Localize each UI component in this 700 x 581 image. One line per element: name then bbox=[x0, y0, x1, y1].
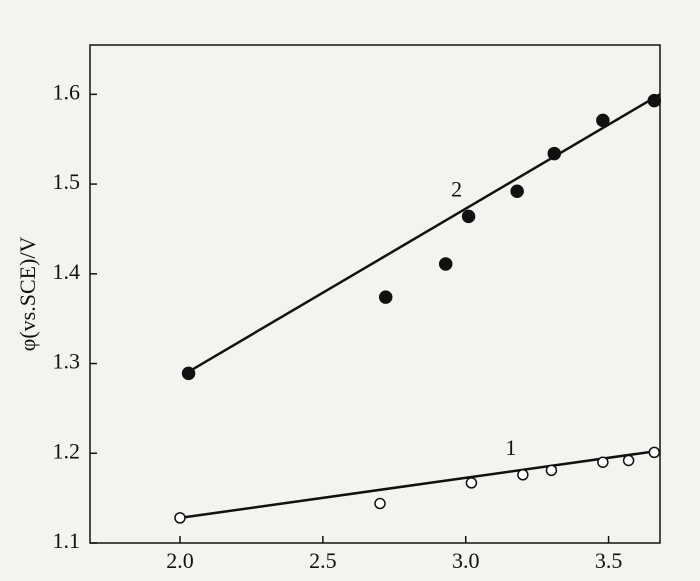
data-point bbox=[374, 497, 386, 510]
data-point bbox=[545, 464, 558, 477]
data-point bbox=[465, 477, 478, 489]
y-tick-label: 1.1 bbox=[53, 528, 81, 553]
y-tick-label: 1.2 bbox=[53, 438, 81, 463]
data-point bbox=[547, 146, 562, 161]
data-point bbox=[378, 290, 393, 304]
data-point bbox=[622, 454, 635, 467]
fit-line bbox=[179, 449, 661, 520]
data-point bbox=[647, 93, 662, 108]
x-tick-label: 2.5 bbox=[309, 548, 337, 573]
fit-line bbox=[185, 93, 661, 375]
x-tick-label: 3.0 bbox=[452, 548, 480, 573]
series-label: 2 bbox=[451, 176, 462, 201]
data-point bbox=[596, 113, 610, 128]
data-point bbox=[517, 469, 529, 481]
data-point bbox=[648, 446, 661, 459]
data-point bbox=[438, 257, 453, 271]
plot-frame bbox=[89, 44, 661, 544]
data-point bbox=[174, 512, 186, 524]
data-point bbox=[510, 184, 524, 199]
y-tick-label: 1.6 bbox=[53, 79, 81, 104]
series-label: 1 bbox=[505, 435, 516, 460]
y-tick-label: 1.3 bbox=[53, 349, 81, 374]
data-point bbox=[597, 456, 609, 468]
x-tick-label: 3.5 bbox=[595, 548, 623, 573]
y-tick-label: 1.4 bbox=[53, 259, 81, 284]
y-axis-label: φ(vs.SCE)/V bbox=[15, 237, 40, 352]
data-point bbox=[181, 366, 196, 381]
x-tick-label: 2.0 bbox=[166, 548, 194, 573]
y-tick-label: 1.5 bbox=[53, 169, 81, 194]
data-point bbox=[461, 209, 476, 224]
